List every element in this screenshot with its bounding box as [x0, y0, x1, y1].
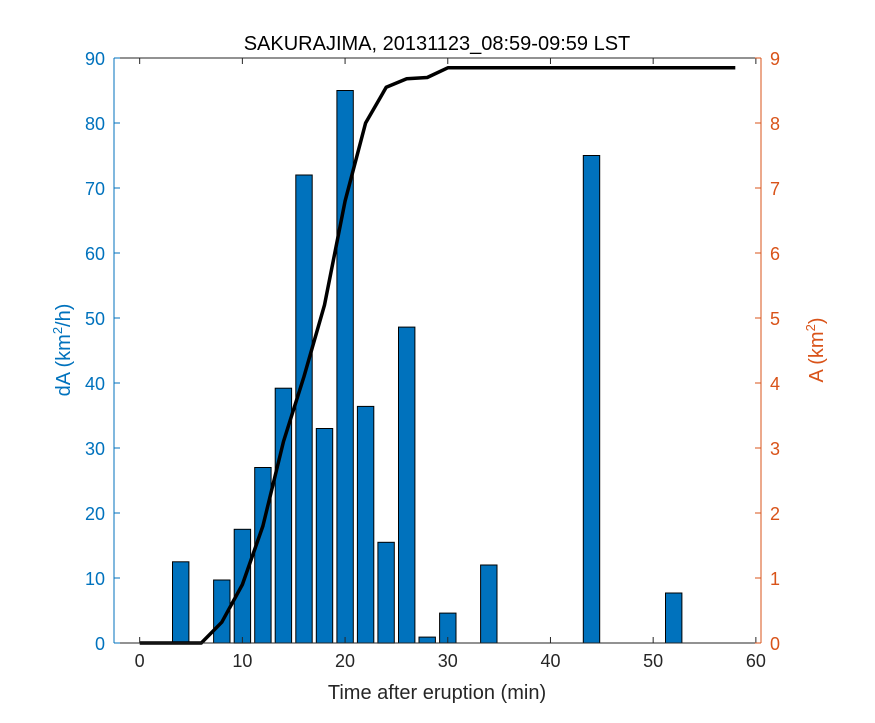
bar — [254, 467, 272, 644]
x-tick-label: 10 — [232, 651, 252, 671]
y-tick-left-label: 20 — [85, 504, 105, 524]
y-tick-left-label: 60 — [85, 244, 105, 264]
y-tick-right-label: 8 — [770, 114, 780, 134]
bar — [295, 174, 313, 644]
y-tick-left-label: 90 — [85, 49, 105, 69]
y-tick-right-label: 3 — [770, 439, 780, 459]
y-tick-right-label: 4 — [770, 374, 780, 394]
x-tick-label: 0 — [135, 651, 145, 671]
bar — [665, 592, 683, 644]
y-tick-right-label: 5 — [770, 309, 780, 329]
y-tick-right-label: 2 — [770, 504, 780, 524]
bar — [398, 326, 416, 644]
x-axis-label: Time after eruption (min) — [328, 682, 546, 704]
bar — [377, 541, 395, 644]
y-axis-left: 0 10 20 30 40 50 60 70 80 90 — [85, 49, 120, 654]
y-tick-left-label: 40 — [85, 374, 105, 394]
y-tick-left-label: 50 — [85, 309, 105, 329]
y-axis-left-label-sup: 2 — [50, 327, 65, 334]
y-tick-left-label: 30 — [85, 439, 105, 459]
bar — [356, 405, 375, 644]
y-axis-left-label-tail: /h) — [53, 304, 75, 327]
y-tick-right-label: 7 — [770, 179, 780, 199]
y-axis-right-label-sup: 2 — [803, 324, 818, 331]
y-tick-left-label: 80 — [85, 114, 105, 134]
y-tick-right-label: 1 — [770, 569, 780, 589]
y-tick-left-label: 0 — [95, 634, 105, 654]
y-tick-left-label: 70 — [85, 179, 105, 199]
y-axis-right: 0 1 2 3 4 5 6 7 8 9 — [755, 49, 780, 654]
y-axis-right-label-base: A (km — [806, 331, 828, 382]
y-tick-right-label: 6 — [770, 244, 780, 264]
bar — [172, 561, 190, 644]
x-tick-label: 40 — [540, 651, 560, 671]
y-tick-right-label: 0 — [770, 634, 780, 654]
cumulative-area-line — [139, 66, 736, 645]
x-axis: 0 10 20 30 40 50 60 — [135, 58, 766, 671]
chart-title: SAKURAJIMA, 20131123_08:59-09:59 LST — [244, 33, 631, 55]
x-tick-label: 30 — [438, 651, 458, 671]
x-tick-label: 50 — [643, 651, 663, 671]
x-tick-label: 60 — [746, 651, 766, 671]
y-axis-left-label: dA (km2/h) — [50, 304, 75, 397]
bar — [418, 636, 436, 644]
y-tick-right-label: 9 — [770, 49, 780, 69]
bar — [480, 564, 498, 644]
plot-background — [114, 58, 761, 643]
y-axis-right-label-tail: ) — [806, 317, 828, 324]
y-axis-left-label-base: dA (km — [53, 334, 75, 396]
y-axis-right-label: A (km2) — [803, 317, 828, 382]
y-tick-left-label: 10 — [85, 569, 105, 589]
line-series — [139, 66, 736, 645]
bar — [315, 428, 334, 644]
x-tick-label: 20 — [335, 651, 355, 671]
bar — [582, 155, 601, 644]
